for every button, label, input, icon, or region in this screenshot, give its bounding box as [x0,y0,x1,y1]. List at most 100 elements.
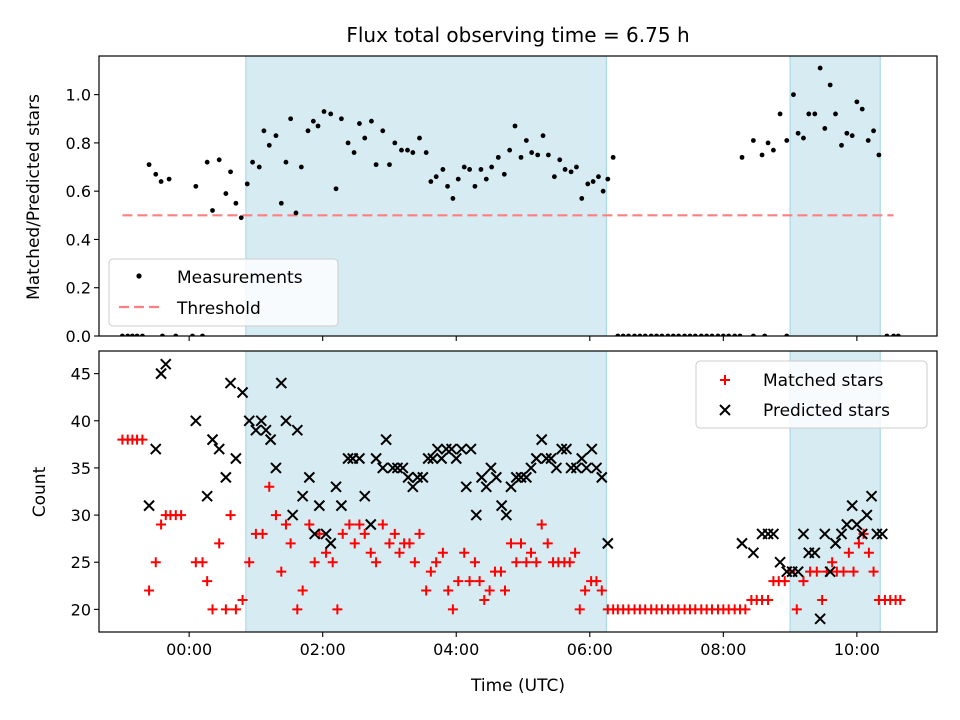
predicted-star-marker [296,490,309,502]
matched-star-marker [359,528,370,539]
measurement-point [210,208,215,213]
predicted-star-marker [774,556,786,568]
top-series-0 [119,65,901,336]
matched-star-marker [499,585,510,596]
matched-star-marker [511,557,522,568]
measurement-point [512,123,518,129]
matched-star-marker [848,566,859,577]
predicted-star-marker [856,528,868,540]
measurement-point [266,142,272,148]
measurement-point [351,150,357,155]
measurement-point [523,138,529,143]
matched-star-marker [137,434,148,445]
matched-star-marker [895,594,906,605]
predicted-star-marker [814,613,826,625]
measurement-point [579,196,585,201]
predicted-star-marker [324,537,337,550]
predicted-star-marker [236,386,249,399]
matched-star-marker [150,557,161,568]
predicted-star-marker [495,499,508,512]
matched-star-marker [464,576,475,587]
matched-star-marker [244,557,255,568]
predicted-star-marker [342,452,354,465]
bottom-y-tick-label: 20 [71,600,91,619]
predicted-star-marker [143,499,155,512]
measurement-point [812,111,818,117]
measurement-point [373,162,379,168]
predicted-star-marker [475,471,488,484]
matched-star-marker [564,557,575,568]
measurement-point [859,106,865,112]
measurement-point [771,147,776,153]
matched-star-marker [394,547,405,558]
measurement-point [357,121,362,126]
predicted-star-marker [320,528,332,540]
matched-star-marker [791,604,802,615]
matched-star-marker [516,538,527,549]
matched-star-marker [526,547,537,558]
matched-star-marker [474,576,485,587]
matched-star-marker [230,604,241,615]
predicted-star-marker [545,452,557,465]
bottom-legend: Matched stars Predicted stars [695,360,928,429]
measurement-point [288,116,294,122]
matched-star-marker [421,585,432,596]
legend-predicted-label: Predicted stars [763,401,890,421]
measurement-point [455,176,461,182]
predicted-star-marker [525,462,537,474]
measurement-point [739,154,745,160]
measurement-point [461,164,467,170]
top-legend: Measurements Threshold [108,258,339,327]
matched-star-marker [365,547,376,558]
measurement-point [827,82,833,88]
matched-star-marker [156,519,167,530]
measurement-point [250,159,255,165]
predicted-star-marker [747,547,760,559]
measurement-point [605,176,611,182]
matched-star-marker [280,519,291,530]
predicted-star-marker [570,462,583,474]
matched-star-marker [521,557,532,568]
predicted-star-marker [380,433,392,446]
matched-star-marker [853,538,864,549]
measurement-point [795,130,801,136]
measurement-point [865,138,871,143]
matched-star-marker [798,576,809,587]
predicted-star-marker [841,518,853,531]
predicted-star-marker [490,471,503,484]
measurement-point [791,92,796,98]
predicted-star-marker [445,443,458,455]
predicted-star-marker [556,443,568,455]
bottom-legend-box [695,360,928,429]
measurement-point [158,179,164,184]
matched-star-marker [354,519,365,530]
matched-star-marker [404,538,415,549]
measurement-point [310,118,316,124]
matched-star-marker [297,585,308,596]
matched-star-marker [270,510,281,521]
matched-star-marker [495,566,506,577]
bottom-panel: 20 25 30 35 40 45 00:00 02:00 04:00 06:00 08:00 10:… [71,350,938,659]
measurement-point [399,147,404,153]
measurement-point [328,111,334,117]
predicted-star-marker [819,528,831,540]
matched-star-marker [349,538,360,549]
predicted-star-marker [220,471,232,484]
predicted-star-marker [865,490,878,502]
matched-star-marker [332,604,343,615]
predicted-star-marker [201,490,213,502]
predicted-star-marker [550,462,563,474]
predicted-star-marker [286,509,299,521]
predicted-star-marker [809,547,821,559]
measurement-point [298,164,304,170]
top-y-tick-label: 0.2 [66,279,91,298]
bottom-y-tick-label: 40 [71,412,91,431]
predicted-star-marker [270,462,282,474]
predicted-star-marker [431,443,444,455]
measurement-point [440,167,446,172]
measurement-point [305,128,311,134]
matched-star-marker [447,604,458,615]
predicted-star-marker [387,462,399,474]
measurement-point [507,147,513,153]
predicted-star-marker [846,499,858,512]
